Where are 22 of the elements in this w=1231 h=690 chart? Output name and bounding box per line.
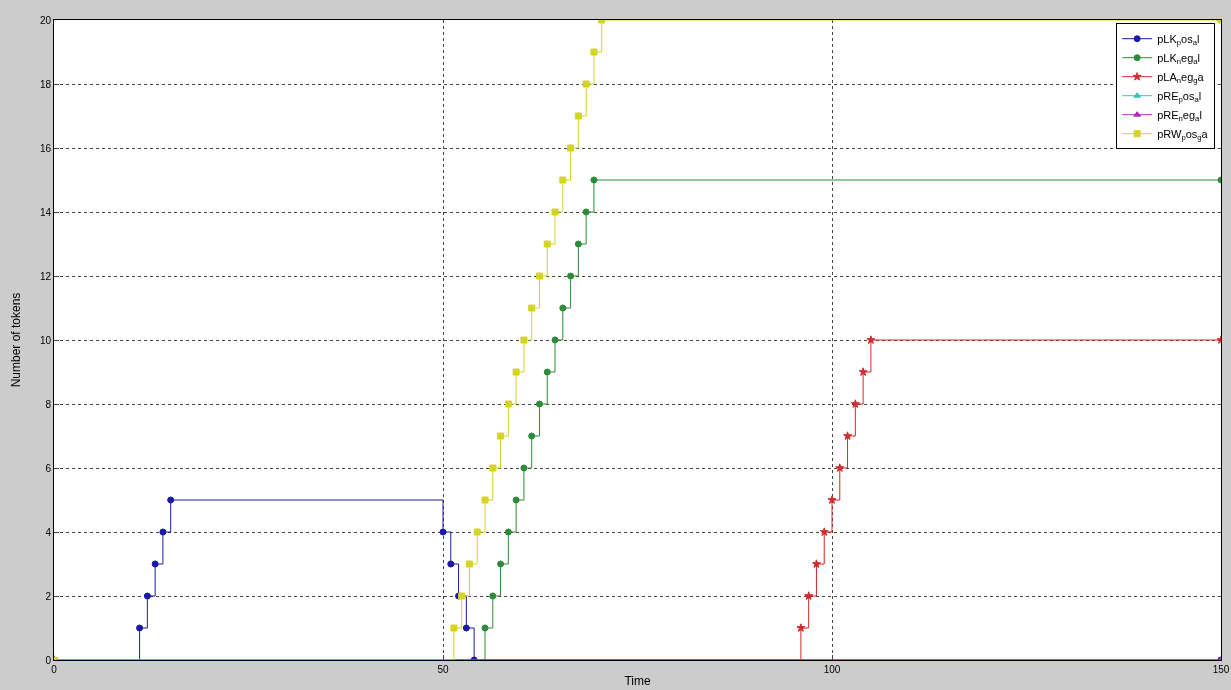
y-tick-label: 12 <box>39 270 52 282</box>
x-tick-label: 150 <box>1212 664 1230 675</box>
y-tick-label: 4 <box>45 526 52 538</box>
legend-label: pLK$_{n}$eg$_{a}$l <box>1157 51 1201 67</box>
y-tick-label: 10 <box>39 334 52 346</box>
x-tick-label: 50 <box>437 664 449 675</box>
legend-label: pLK$_{p}$os$_{a}$l <box>1157 32 1200 48</box>
x-tick-label: 100 <box>823 664 841 675</box>
y-tick-label: 6 <box>45 462 52 474</box>
legend-label: pRE$_{p}$os$_{a}$l <box>1157 89 1202 105</box>
y-tick-label: 8 <box>45 398 52 410</box>
legend-label: pRE$_{n}$eg$_{a}$l <box>1157 108 1202 124</box>
y-tick-label: 14 <box>39 206 52 218</box>
y-axis-title: Number of tokens <box>9 292 23 388</box>
legend-label: pLA$_{n}$eg$_{g}$a <box>1157 70 1205 86</box>
legend-label: pRW$_{p}$os$_{g}$a <box>1157 127 1209 143</box>
y-tick-label: 18 <box>39 78 52 90</box>
y-tick-label: 16 <box>39 142 52 154</box>
y-tick-label: 0 <box>45 654 52 666</box>
y-tick-label: 20 <box>39 14 52 26</box>
y-tick-label: 2 <box>45 590 52 602</box>
x-axis-title: Time <box>624 673 651 688</box>
